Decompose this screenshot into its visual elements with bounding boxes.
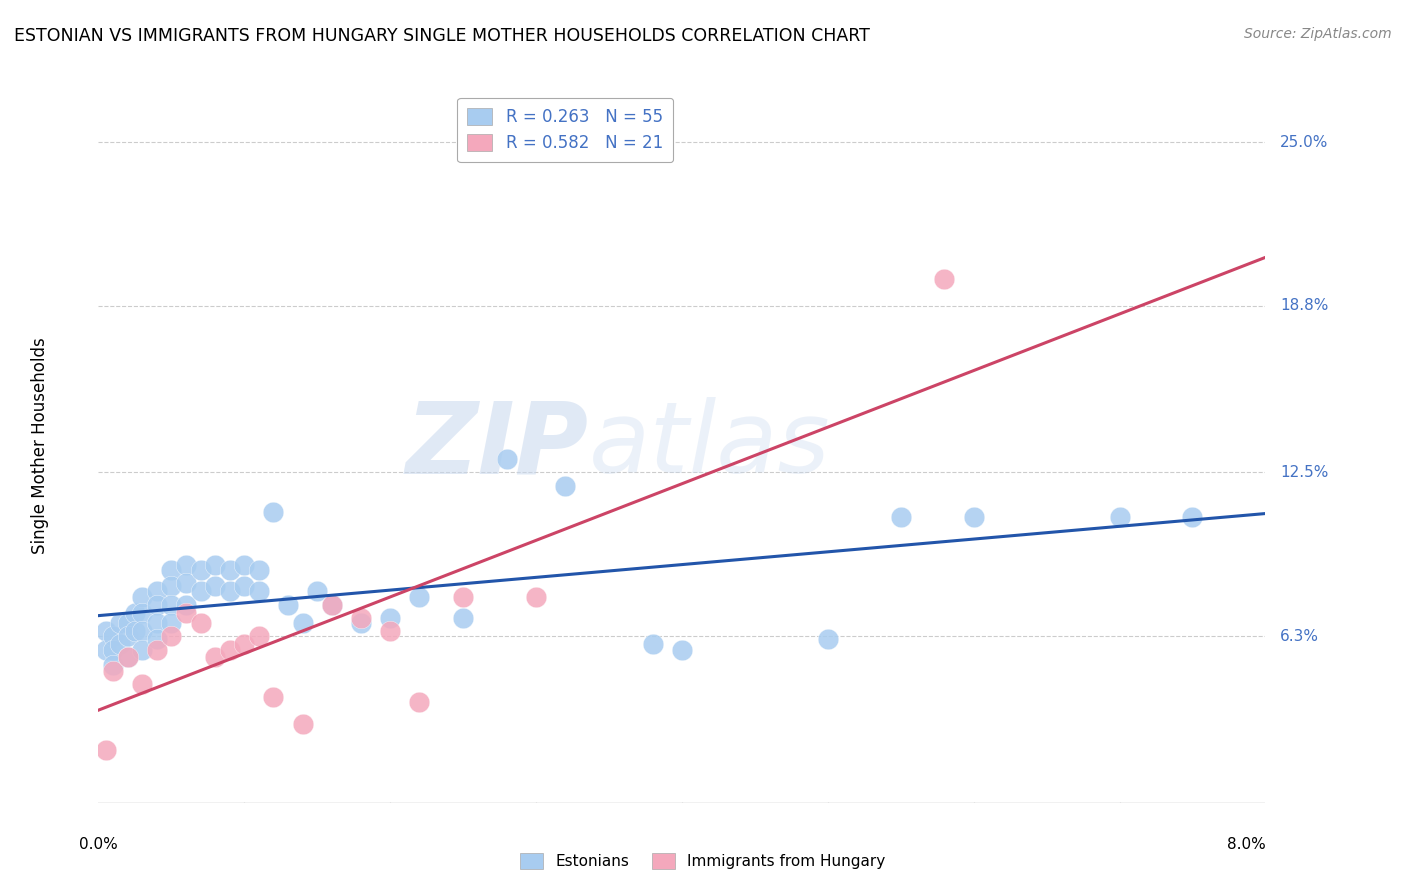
Point [174,558,197,572]
Point [307,584,329,599]
Point [101,642,124,657]
Point [94,642,117,657]
Point [291,716,314,731]
Point [174,598,197,612]
Point [496,452,519,467]
Point [962,510,984,524]
Point [1108,510,1130,524]
Point [247,563,270,577]
Point [204,579,226,593]
Point [321,598,343,612]
Point [146,632,169,646]
Point [131,677,153,691]
Point [350,611,373,625]
Point [321,598,343,612]
Point [160,563,183,577]
Text: 8.0%: 8.0% [1226,838,1265,852]
Text: Source: ZipAtlas.com: Source: ZipAtlas.com [1244,27,1392,41]
Point [174,606,197,620]
Point [233,579,256,593]
Point [131,590,153,604]
Point [124,624,146,638]
Point [204,650,226,665]
Text: 18.8%: 18.8% [1279,299,1329,313]
Point [204,558,226,572]
Point [247,629,270,643]
Point [101,664,124,678]
Point [233,637,256,651]
Point [277,598,299,612]
Point [1181,510,1204,524]
Point [174,576,197,591]
Point [146,584,169,599]
Point [131,624,153,638]
Point [190,584,212,599]
Point [160,598,183,612]
Point [124,606,146,620]
Point [146,598,169,612]
Point [817,632,839,646]
Point [160,616,183,631]
Point [190,563,212,577]
Point [146,642,169,657]
Point [524,590,547,604]
Point [671,642,693,657]
Point [101,629,124,643]
Point [218,563,240,577]
Point [378,624,402,638]
Point [131,642,153,657]
Point [451,590,474,604]
Text: 12.5%: 12.5% [1279,465,1329,480]
Point [262,690,284,704]
Point [131,606,153,620]
Point [117,629,139,643]
Point [641,637,664,651]
Point [110,637,132,651]
Legend: Estonians, Immigrants from Hungary: Estonians, Immigrants from Hungary [515,847,891,875]
Point [146,616,169,631]
Text: 0.0%: 0.0% [79,838,118,852]
Point [554,478,576,492]
Point [117,650,139,665]
Point [247,584,270,599]
Point [218,584,240,599]
Point [94,624,117,638]
Point [94,743,117,757]
Point [408,590,430,604]
Text: Single Mother Households: Single Mother Households [31,338,49,554]
Point [890,510,912,524]
Legend: R = 0.263   N = 55, R = 0.582   N = 21: R = 0.263 N = 55, R = 0.582 N = 21 [457,97,673,162]
Point [110,616,132,631]
Point [160,629,183,643]
Text: ESTONIAN VS IMMIGRANTS FROM HUNGARY SINGLE MOTHER HOUSEHOLDS CORRELATION CHART: ESTONIAN VS IMMIGRANTS FROM HUNGARY SING… [14,27,870,45]
Point [101,658,124,673]
Point [934,272,956,286]
Point [408,695,430,709]
Point [160,579,183,593]
Text: atlas: atlas [589,398,830,494]
Point [291,616,314,631]
Point [233,558,256,572]
Point [350,616,373,631]
Text: ZIP: ZIP [405,398,589,494]
Point [378,611,402,625]
Text: 25.0%: 25.0% [1279,135,1329,150]
Point [117,616,139,631]
Point [451,611,474,625]
Point [218,642,240,657]
Text: 6.3%: 6.3% [1279,629,1319,644]
Point [190,616,212,631]
Point [262,505,284,519]
Point [117,650,139,665]
